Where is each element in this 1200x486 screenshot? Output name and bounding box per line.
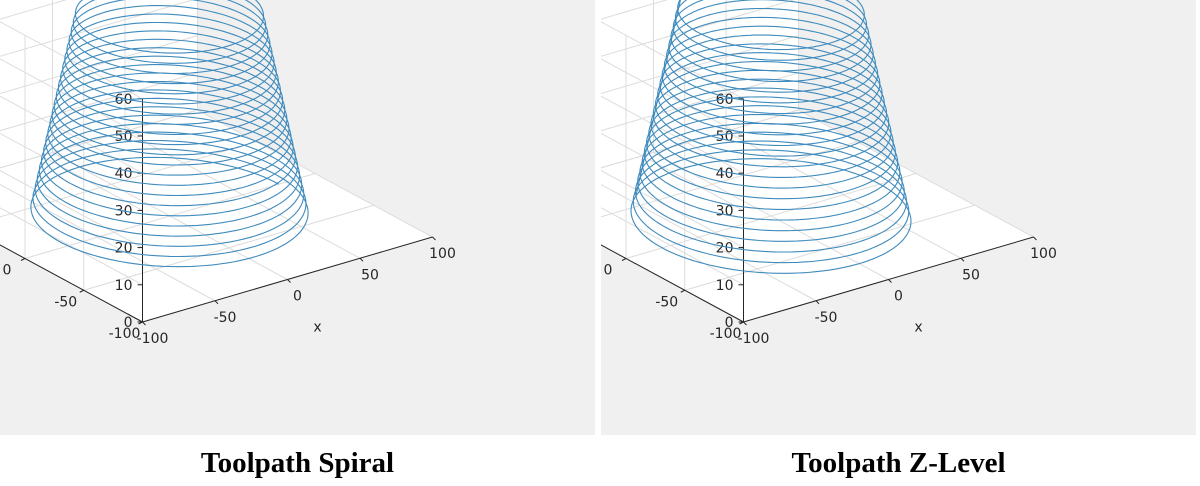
x-tick-mark [214,300,219,305]
zlevel-toolpath [630,0,912,274]
zlevel-contour [639,122,903,232]
zlevel-step [678,0,681,8]
x-axis-label: x [313,320,321,336]
x-tick-mark [888,279,892,283]
zlevel-contour [637,131,905,242]
zlevel-contour [654,60,888,157]
zlevel-contour [643,105,899,210]
x-tick-label: 50 [962,267,980,283]
x-tick-mark [743,321,747,326]
x-tick-mark [287,279,291,283]
caption-spiral: Toolpath Spiral [200,447,395,479]
zlevel-contour [641,113,901,221]
y-tick-label: -50 [655,294,678,310]
z-tick-label: 20 [716,241,734,257]
caption-zlevel: Toolpath Z-Level [791,447,1006,479]
x-tick-mark [815,300,820,305]
y-tick-mark [680,289,685,293]
x-axis-label: x [914,320,922,336]
grid-line [0,141,257,218]
zlevel-contour [632,149,910,264]
zlevel-contour [657,52,885,147]
y-tick-label: -100 [710,326,742,342]
x-tick-label: 50 [361,267,379,283]
y-tick-label: 0 [604,263,613,279]
zlevel-step [654,101,658,112]
zlevel-contour [661,34,881,125]
x-tick-label: 100 [1030,246,1057,262]
x-tick-label: -50 [214,310,237,326]
z-tick-label: 40 [115,166,133,182]
zlevel-contour [666,16,876,104]
z-tick-label: 10 [716,278,734,294]
grid-line [83,204,374,291]
grid-line [684,204,975,291]
x-tick-mark [432,236,436,241]
zlevel-contour [659,43,883,136]
chart-panel-spiral: -100-50050100-100-500501000102030405060x… [0,0,595,435]
x-tick-mark [1033,236,1037,241]
x-tick-mark [960,257,965,262]
z-tick-label: 30 [716,203,734,219]
floor-pane [0,110,433,322]
zlevel-contour [674,0,868,61]
chart-panel-zlevel: -100-50050100-100-500501000102030405060x… [601,0,1196,435]
x-tick-label: 0 [293,289,302,305]
y-tick-label: 0 [3,263,12,279]
x-tick-mark [142,321,146,326]
z-tick-label: 0 [725,315,734,331]
y-tick-label: -100 [109,326,141,342]
zlevel-toolpath-plot: -100-50050100-100-500501000102030405060x… [601,0,1057,347]
zlevel-contour [668,7,874,93]
zlevel-contour [652,69,890,168]
zlevel-contour [646,96,896,200]
x-tick-label: -50 [815,310,838,326]
zlevel-contour [630,158,912,274]
x-tick-label: -100 [137,331,169,347]
y-tick-mark [20,258,26,261]
y-tick-label: -50 [54,294,77,310]
y-tick-mark [79,289,84,293]
z-tick-label: 0 [124,315,133,331]
zlevel-contour [677,0,865,51]
spiral-toolpath-line [30,0,309,268]
grid-line [625,173,917,259]
spiral-toolpath-plot: -100-50050100-100-500501000102030405060x… [0,0,456,347]
zlevel-contour [672,0,870,72]
x-tick-label: 0 [894,289,903,305]
grid-line [601,141,858,218]
grid-line [601,109,799,169]
z-tick-label: 40 [716,166,734,182]
x-tick-label: -100 [738,331,770,347]
x-tick-label: 100 [429,246,456,262]
zlevel-contour [650,78,892,178]
y-tick-mark [621,258,627,261]
z-tick-label: 10 [115,278,133,294]
zlevel-contour [663,25,879,115]
zlevel-contour [670,0,872,83]
z-tick-label: 50 [716,129,734,145]
x-tick-mark [359,257,364,262]
